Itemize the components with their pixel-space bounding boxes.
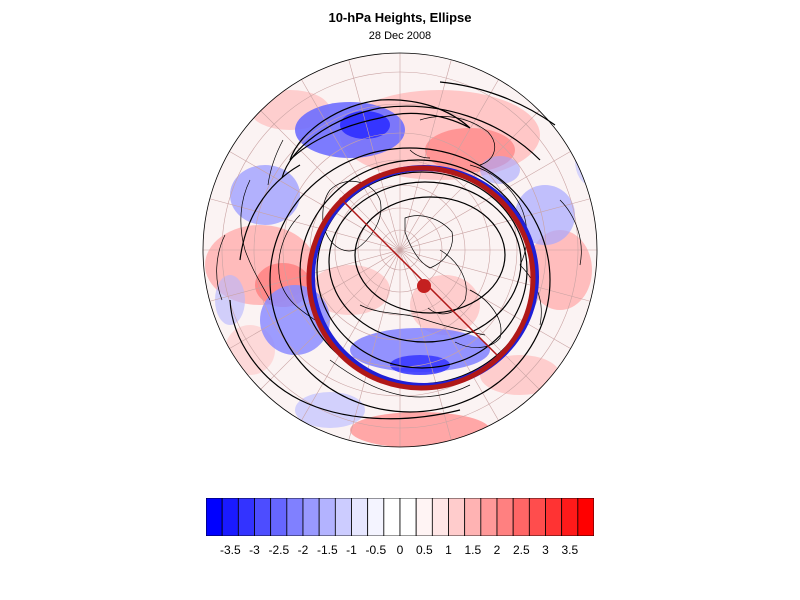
colorbar-swatch <box>302 498 320 536</box>
colorbar-label: 1.5 <box>464 543 482 557</box>
colorbar-swatch <box>561 498 579 536</box>
colorbar-swatch <box>270 498 288 536</box>
colorbar-label: -2.5 <box>268 543 290 557</box>
colorbar-label: 3 <box>542 543 549 557</box>
colorbar <box>206 498 594 536</box>
vortex-center-marker <box>417 279 431 293</box>
colorbar-swatch <box>512 498 530 536</box>
colorbar-label: 2.5 <box>512 543 530 557</box>
colorbar-swatch <box>577 498 594 536</box>
colorbar-label: -3 <box>249 543 260 557</box>
colorbar-label: -3.5 <box>219 543 241 557</box>
colorbar-swatch <box>221 498 239 536</box>
globe-border <box>202 52 598 448</box>
colorbar-swatch <box>528 498 546 536</box>
colorbar-swatch <box>286 498 304 536</box>
colorbar-label: -1.5 <box>316 543 338 557</box>
graticule <box>203 53 597 447</box>
colorbar-label: -0.5 <box>365 543 387 557</box>
chart-title: 10-hPa Heights, Ellipse <box>328 10 472 25</box>
colorbar-label: 0 <box>396 543 404 557</box>
chart-subtitle: 28 Dec 2008 <box>368 30 432 42</box>
colorbar-label: 2 <box>493 543 501 557</box>
colorbar-swatch <box>318 498 336 536</box>
ellipse-major-axis <box>339 197 501 359</box>
colorbar-swatch <box>448 498 466 536</box>
colorbar-swatch <box>351 498 369 536</box>
vortex-ellipse-red <box>306 165 536 391</box>
colorbar-swatch <box>334 498 352 536</box>
colorbar-label: -1 <box>346 543 357 557</box>
colorbar-label: 3.5 <box>561 543 579 557</box>
colorbar-swatch <box>496 498 514 536</box>
colorbar-swatch <box>545 498 563 536</box>
colorbar-swatch <box>464 498 482 536</box>
colorbar-label: 0.5 <box>415 543 433 557</box>
colorbar-swatch <box>399 498 417 536</box>
colorbar-swatch <box>431 498 449 536</box>
colorbar-label: -2 <box>297 543 309 557</box>
colorbar-swatch <box>206 498 223 536</box>
colorbar-swatch <box>237 498 255 536</box>
colorbar-swatch <box>254 498 272 536</box>
colorbar-label: 1 <box>445 543 452 557</box>
colorbar-swatch <box>383 498 401 536</box>
colorbar-labels: -3.5 -3 -2.5 -2 -1.5 -1 -0.5 0 0.5 1 1.5 2 2.5 3 3.5 <box>206 543 594 559</box>
vortex-ellipse <box>306 165 539 391</box>
colorbar-swatch <box>415 498 433 536</box>
colorbar-swatch <box>480 498 498 536</box>
colorbar-swatch <box>367 498 385 536</box>
